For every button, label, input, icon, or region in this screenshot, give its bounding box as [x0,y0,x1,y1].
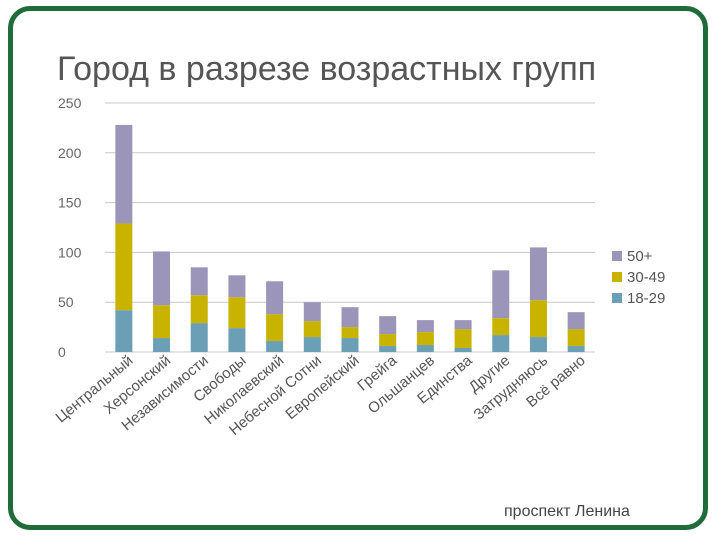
legend-label: 18-29 [627,290,665,307]
legend-swatch [612,251,622,261]
bar-segment-30-49 [115,223,133,311]
bar-segment-30-49 [153,305,171,339]
bar-segment-30-49 [228,297,246,329]
slide-title: Город в разрезе возрастных групп [57,50,597,88]
bar-segment-18-29 [341,338,359,352]
bar-segment-30-49 [567,329,585,347]
bar-segment-50+ [153,251,171,306]
y-tick-label: 0 [58,344,66,360]
bar-segment-50+ [492,270,510,319]
bar-segment-50+ [341,307,359,328]
y-tick-label: 200 [58,145,82,161]
bar-segment-18-29 [303,337,321,352]
grid-layer [105,102,595,353]
bar-segment-18-29 [228,328,246,352]
bar-segment-50+ [454,320,472,330]
bar-segment-30-49 [266,314,284,342]
bar-segment-18-29 [529,337,547,352]
bar-segment-30-49 [416,332,434,346]
legend-swatch [612,272,622,282]
bar-segment-18-29 [379,346,397,352]
bar-segment-30-49 [190,295,208,324]
bar-segment-18-29 [115,310,133,352]
bar-segment-50+ [303,302,321,322]
bar-segment-30-49 [303,321,321,338]
bar-segment-30-49 [454,329,472,349]
bar-segment-30-49 [492,318,510,336]
bars-layer [115,124,585,352]
legend: 50+ 30-49 18-29 [612,248,665,307]
bar-segment-18-29 [190,323,208,352]
legend-swatch [612,293,622,303]
bar-segment-18-29 [153,338,171,352]
bar-segment-18-29 [454,348,472,352]
x-axis-labels: ЦентральныйХерсонскийНезависимостиСвобод… [52,352,588,439]
bar-segment-50+ [266,281,284,315]
y-tick-label: 250 [58,95,82,111]
y-axis-ticks: 0 50 100 150 200 250 [58,95,82,360]
bar-segment-30-49 [341,327,359,339]
bar-segment-50+ [115,124,133,224]
bar-segment-50+ [529,247,547,301]
bar-segment-50+ [567,312,585,330]
y-tick-label: 150 [58,195,82,211]
bar-segment-18-29 [266,341,284,352]
bar-segment-50+ [379,316,397,335]
bar-segment-18-29 [416,345,434,352]
legend-label: 50+ [627,248,653,265]
bar-segment-50+ [416,320,434,333]
bar-segment-50+ [228,275,246,298]
y-tick-label: 100 [58,244,82,260]
bar-segment-30-49 [529,300,547,338]
bar-segment-30-49 [379,334,397,347]
bar-segment-18-29 [492,335,510,352]
y-tick-label: 50 [58,294,74,310]
footer-text: проспект Ленина [504,503,630,520]
bar-segment-18-29 [567,346,585,352]
bar-segment-50+ [190,267,208,296]
legend-label: 30-49 [627,269,665,286]
